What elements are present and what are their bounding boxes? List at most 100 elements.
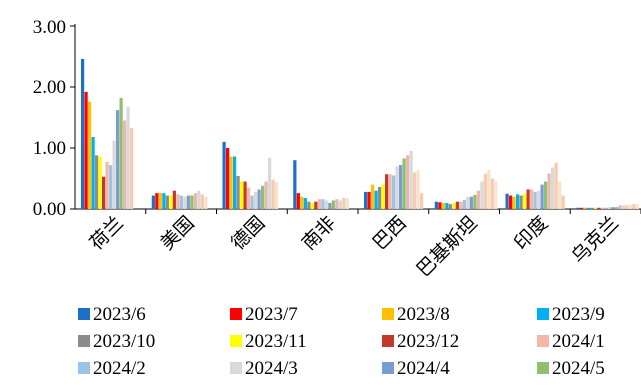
bar [342,198,346,209]
x-tick-label: 印度 [510,212,552,254]
bar [607,207,611,209]
bar [257,189,261,209]
legend-label: 2024/4 [397,358,450,379]
bar [392,175,396,209]
legend-swatch [537,362,549,374]
bar [105,162,109,209]
bar [321,199,325,209]
legend-swatch [537,335,549,347]
bar [434,201,438,209]
x-tick-label: 荷兰 [85,212,127,254]
bar [158,193,162,209]
bar [618,205,622,209]
bar [162,193,166,209]
bar [476,190,480,209]
bar [459,201,463,209]
bar [632,204,636,209]
x-tick-label: 乌克兰 [567,212,623,268]
bar [112,140,116,209]
bar [300,196,304,209]
legend-label: 2023/9 [552,304,605,325]
legend-label: 2023/6 [93,304,146,325]
x-tick-label: 德国 [227,212,269,254]
legend: 2023/6 2023/7 2023/8 2023/9 2023/10 2023/11 20… [78,304,605,379]
bar [247,187,251,209]
bar [123,120,127,209]
bar [275,182,279,209]
bar [558,181,562,209]
bar [604,207,608,209]
bar [494,180,498,209]
bar [98,156,102,209]
bar [614,207,618,209]
x-tick-label: 巴基斯坦 [412,212,481,281]
bar [625,205,629,209]
legend-label: 2024/3 [245,358,298,379]
x-tick-label: 南非 [298,212,340,254]
legend-swatch [382,335,394,347]
y-tick-label: 0.00 [33,199,66,220]
bar [441,202,445,209]
bar [193,193,197,209]
bar [338,200,342,209]
bar [583,207,587,209]
x-tick-label: 巴西 [369,213,411,255]
y-tick-label: 2.00 [33,77,66,98]
bar [236,176,240,209]
bar [590,207,594,209]
bar [597,207,601,209]
bar [91,137,95,209]
bar [381,184,385,209]
bar [586,207,590,209]
bar [611,207,615,209]
bar [399,165,403,209]
bar [628,204,632,209]
bar [420,193,424,209]
legend-label: 2024/5 [552,358,605,379]
bar [388,174,392,209]
bar [165,195,169,209]
bar [526,189,530,209]
legend-swatch [78,308,90,320]
bars [81,58,639,209]
bar [293,160,297,209]
bar [469,196,473,209]
legend-swatch [382,362,394,374]
bar [635,203,639,209]
bar [317,199,321,209]
bar [455,201,459,209]
bar [593,207,597,209]
bar [102,176,106,209]
bar [179,195,183,209]
bar [621,205,625,209]
bar [271,179,275,209]
bar [406,155,410,209]
bar [374,190,378,209]
legend-label: 2023/8 [397,304,450,325]
legend-swatch [78,362,90,374]
bar [466,196,470,209]
bar [197,190,201,209]
bar [516,194,520,209]
bar [324,200,328,209]
bar [395,166,399,209]
bar [551,167,555,209]
bar [81,58,85,209]
bar [576,207,580,209]
bar [533,191,537,209]
bar [88,101,92,209]
bar [172,190,176,209]
bar [130,127,134,209]
bar [600,207,604,209]
bar [413,172,417,209]
legend-swatch [230,335,242,347]
bar [561,195,565,209]
bar [438,202,442,209]
bar [109,165,113,209]
bar [540,184,544,209]
bar [169,195,173,209]
bar [448,204,452,209]
bar [378,187,382,209]
bar [307,201,311,209]
